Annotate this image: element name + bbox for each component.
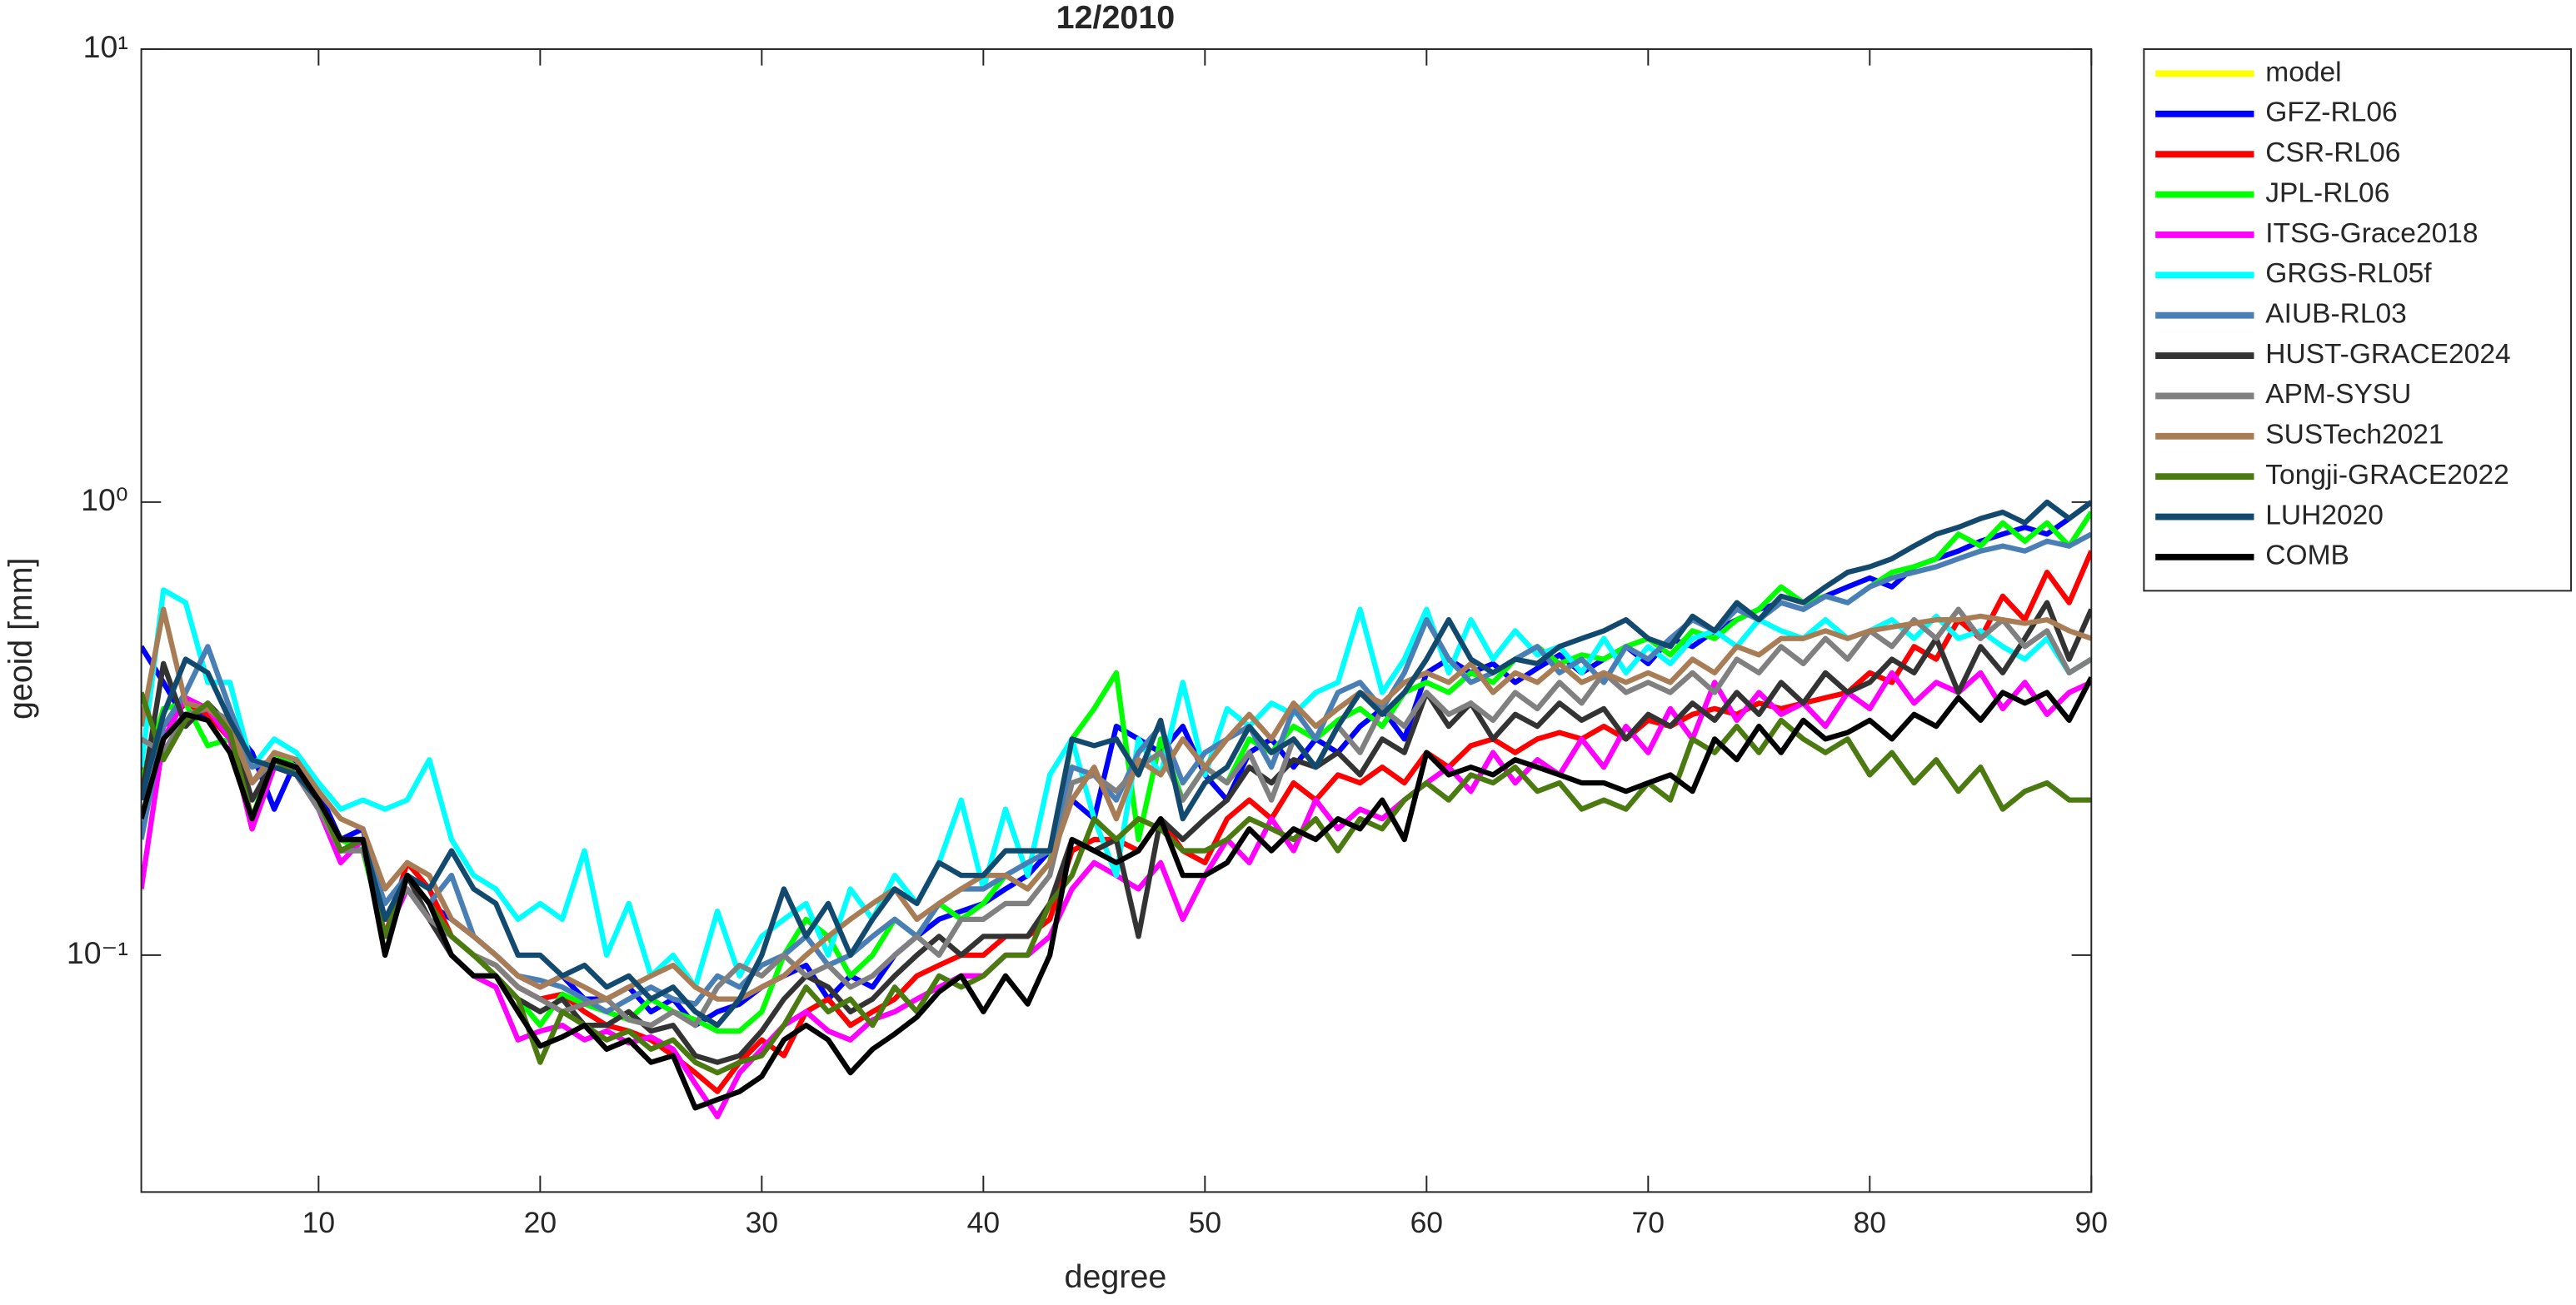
series-line xyxy=(141,587,2092,990)
series-line xyxy=(141,676,2092,1111)
legend-label: SUSTech2021 xyxy=(2265,420,2444,451)
x-tick-label: 10 xyxy=(302,1206,335,1239)
legend-label: AIUB-RL03 xyxy=(2265,299,2407,330)
x-tick-label: 40 xyxy=(967,1206,1000,1239)
x-axis-label: degree xyxy=(1065,1258,1167,1295)
y-tick-label: 10⁻¹ xyxy=(67,935,128,970)
legend-label: GFZ-RL06 xyxy=(2265,97,2397,128)
series-line xyxy=(141,691,2092,1076)
legend-label: CSR-RL06 xyxy=(2265,137,2400,168)
x-tick-label: 30 xyxy=(746,1206,778,1239)
chart-title: 12/2010 xyxy=(1056,0,1176,36)
y-axis-label: geoid [mm] xyxy=(2,558,39,720)
series-line xyxy=(141,499,2092,1029)
x-tick-label: 80 xyxy=(1854,1206,1886,1239)
legend-label: COMB xyxy=(2265,540,2349,571)
legend-label: JPL-RL06 xyxy=(2265,177,2389,208)
legend-label: APM-SYSU xyxy=(2265,379,2411,410)
x-tick-label: 70 xyxy=(1632,1206,1665,1239)
legend-box xyxy=(2143,48,2573,592)
legend-label: HUST-GRACE2024 xyxy=(2265,339,2510,370)
legend-label: model xyxy=(2265,57,2341,87)
x-tick-label: 60 xyxy=(1410,1206,1443,1239)
y-tick-label: 10¹ xyxy=(83,29,128,64)
x-tick-label: 50 xyxy=(1189,1206,1221,1239)
legend-label: GRGS-RL05f xyxy=(2265,258,2432,289)
x-tick-label: 90 xyxy=(2075,1206,2108,1239)
legend-label: LUH2020 xyxy=(2265,500,2384,530)
y-tick-label: 10⁰ xyxy=(81,482,128,517)
axes-box xyxy=(140,48,2093,1193)
series-line xyxy=(141,606,2092,1002)
x-tick-label: 20 xyxy=(524,1206,557,1239)
legend-label: Tongji-GRACE2022 xyxy=(2265,460,2509,491)
legend-label: ITSG-Grace2018 xyxy=(2265,218,2478,249)
